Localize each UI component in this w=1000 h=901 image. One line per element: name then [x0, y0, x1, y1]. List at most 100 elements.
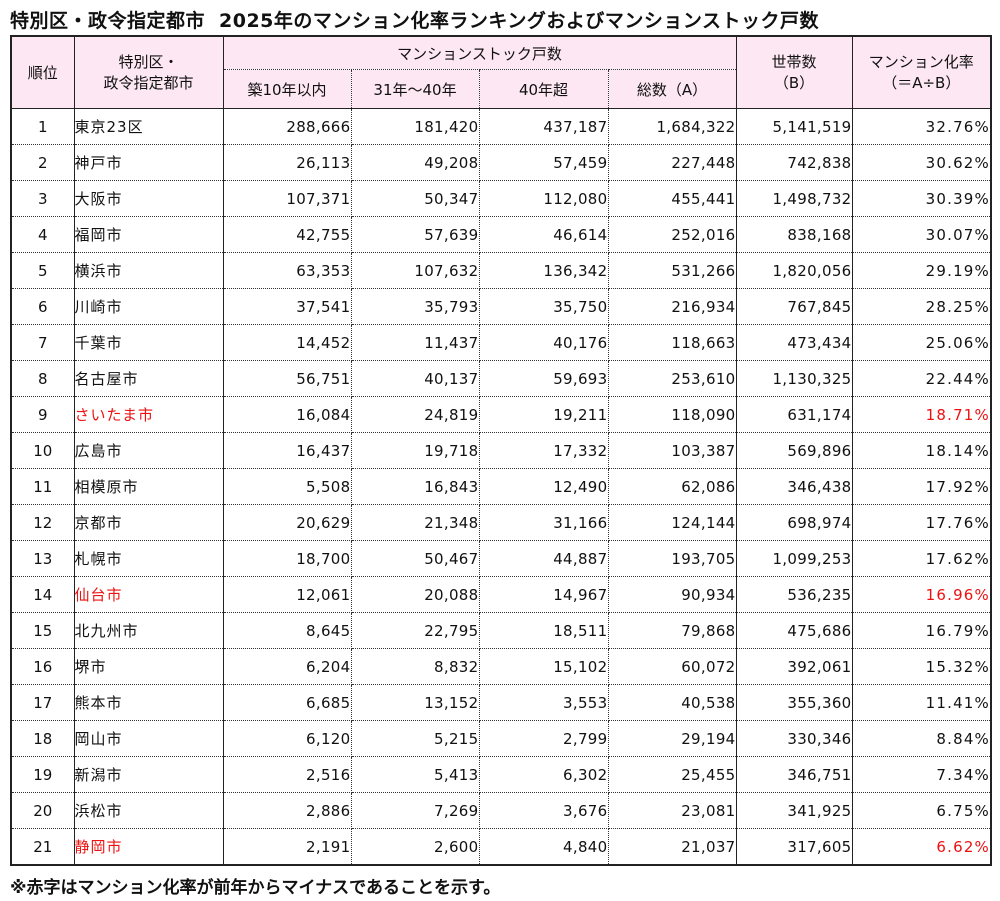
y31-40-cell: 35,793: [351, 288, 480, 325]
table-row: 21 静岡市 2,191 2,600 4,840 21,037 317,605 6.62%: [11, 828, 992, 866]
city-cell: 神戸市: [74, 144, 224, 181]
over40-cell: 57,459: [479, 144, 609, 181]
over40-cell: 17,332: [479, 432, 609, 469]
header-households: 世帯数 （B）: [735, 35, 853, 109]
rank-cell: 14: [11, 576, 75, 613]
footnote: ※赤字はマンション化率が前年からマイナスであることを示す。: [10, 878, 501, 898]
households-cell: 1,130,325: [736, 360, 853, 397]
total-cell: 118,090: [608, 396, 737, 433]
total-cell: 531,266: [608, 252, 737, 289]
city-cell: 静岡市: [74, 828, 224, 866]
y31-40-cell: 181,420: [351, 108, 480, 145]
households-cell: 569,896: [736, 432, 853, 469]
rate-cell: 17.92%: [852, 468, 992, 505]
total-cell: 193,705: [608, 540, 737, 577]
rank-cell: 16: [11, 648, 75, 685]
within10-cell: 2,516: [223, 756, 352, 793]
city-cell: 名古屋市: [74, 360, 224, 397]
rate-cell: 6.75%: [852, 792, 992, 829]
header-households-line1: 世帯数: [771, 52, 817, 71]
city-cell: 大阪市: [74, 180, 224, 217]
households-cell: 330,346: [736, 720, 853, 757]
households-cell: 631,174: [736, 396, 853, 433]
within10-cell: 56,751: [223, 360, 352, 397]
over40-cell: 3,553: [479, 684, 609, 721]
table-row: 8 名古屋市 56,751 40,137 59,693 253,610 1,130,325 2…: [11, 360, 992, 397]
header-stock-group: マンションストック戸数: [222, 35, 737, 70]
total-cell: 124,144: [608, 504, 737, 541]
total-cell: 90,934: [608, 576, 737, 613]
y31-40-cell: 50,347: [351, 180, 480, 217]
over40-cell: 136,342: [479, 252, 609, 289]
rank-cell: 9: [11, 396, 75, 433]
over40-cell: 14,967: [479, 576, 609, 613]
households-cell: 346,751: [736, 756, 853, 793]
city-cell: 札幌市: [74, 540, 224, 577]
table-row: 18 岡山市 6,120 5,215 2,799 29,194 330,346 8.84%: [11, 720, 992, 757]
table-row: 5 横浜市 63,353 107,632 136,342 531,266 1,820,056…: [11, 252, 992, 289]
city-cell: 広島市: [74, 432, 224, 469]
within10-cell: 12,061: [223, 576, 352, 613]
y31-40-cell: 20,088: [351, 576, 480, 613]
total-cell: 1,684,322: [608, 108, 737, 145]
within10-cell: 14,452: [223, 324, 352, 361]
rank-cell: 8: [11, 360, 75, 397]
over40-cell: 4,840: [479, 828, 609, 866]
y31-40-cell: 57,639: [351, 216, 480, 253]
city-cell: 岡山市: [74, 720, 224, 757]
rank-cell: 17: [11, 684, 75, 721]
rank-cell: 2: [11, 144, 75, 181]
y31-40-cell: 11,437: [351, 324, 480, 361]
city-cell: 北九州市: [74, 612, 224, 649]
rank-cell: 1: [11, 108, 75, 145]
y31-40-cell: 50,467: [351, 540, 480, 577]
over40-cell: 15,102: [479, 648, 609, 685]
table-row: 4 福岡市 42,755 57,639 46,614 252,016 838,168 30.0…: [11, 216, 992, 253]
total-cell: 62,086: [608, 468, 737, 505]
total-cell: 40,538: [608, 684, 737, 721]
rank-cell: 3: [11, 180, 75, 217]
households-cell: 341,925: [736, 792, 853, 829]
city-cell: 横浜市: [74, 252, 224, 289]
total-cell: 21,037: [608, 828, 737, 866]
y31-40-cell: 49,208: [351, 144, 480, 181]
total-cell: 23,081: [608, 792, 737, 829]
y31-40-cell: 40,137: [351, 360, 480, 397]
rank-cell: 6: [11, 288, 75, 325]
within10-cell: 8,645: [223, 612, 352, 649]
within10-cell: 6,204: [223, 648, 352, 685]
households-cell: 1,099,253: [736, 540, 853, 577]
header-rate-line2: （＝A÷B）: [882, 73, 961, 92]
total-cell: 25,455: [608, 756, 737, 793]
within10-cell: 37,541: [223, 288, 352, 325]
title-part1: 特別区・政令指定都市: [10, 10, 206, 32]
rank-cell: 7: [11, 324, 75, 361]
over40-cell: 19,211: [479, 396, 609, 433]
households-cell: 392,061: [736, 648, 853, 685]
within10-cell: 18,700: [223, 540, 352, 577]
within10-cell: 42,755: [223, 216, 352, 253]
table-row: 13 札幌市 18,700 50,467 44,887 193,705 1,099,253 1…: [11, 540, 992, 577]
y31-40-cell: 107,632: [351, 252, 480, 289]
table-row: 16 堺市 6,204 8,832 15,102 60,072 392,061 15.32%: [11, 648, 992, 685]
households-cell: 742,838: [736, 144, 853, 181]
rate-cell: 25.06%: [852, 324, 992, 361]
rank-cell: 11: [11, 468, 75, 505]
within10-cell: 288,666: [223, 108, 352, 145]
rank-cell: 12: [11, 504, 75, 541]
households-cell: 767,845: [736, 288, 853, 325]
table-row: 3 大阪市 107,371 50,347 112,080 455,441 1,498,732…: [11, 180, 992, 217]
rate-cell: 22.44%: [852, 360, 992, 397]
y31-40-cell: 24,819: [351, 396, 480, 433]
households-cell: 355,360: [736, 684, 853, 721]
households-cell: 317,605: [736, 828, 853, 866]
city-cell: 浜松市: [74, 792, 224, 829]
over40-cell: 44,887: [479, 540, 609, 577]
city-cell: 福岡市: [74, 216, 224, 253]
header-households-line2: （B）: [773, 73, 815, 92]
total-cell: 216,934: [608, 288, 737, 325]
over40-cell: 12,490: [479, 468, 609, 505]
table-row: 10 広島市 16,437 19,718 17,332 103,387 569,896 18.…: [11, 432, 992, 469]
rank-cell: 18: [11, 720, 75, 757]
total-cell: 103,387: [608, 432, 737, 469]
